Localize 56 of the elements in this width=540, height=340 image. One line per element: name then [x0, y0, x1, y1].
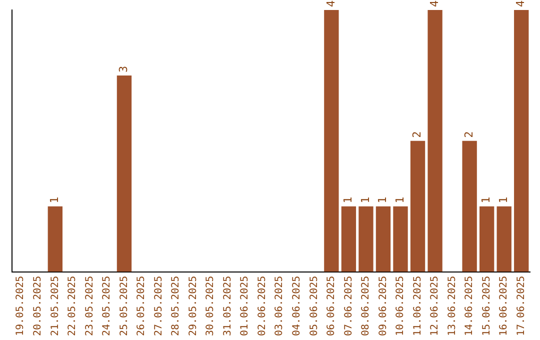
- x-tick-label: 24.05.2025: [102, 276, 113, 336]
- data-label: 4: [324, 0, 338, 7]
- bar: [358, 206, 374, 272]
- bar: [48, 206, 63, 272]
- bar: [496, 206, 512, 272]
- data-label: 4: [514, 0, 528, 7]
- x-tick-label: 12.06.2025: [430, 276, 441, 336]
- x-tick-label: 30.05.2025: [205, 276, 216, 336]
- x-tick-label: 23.05.2025: [84, 276, 96, 336]
- x-tick-label: 28.05.2025: [170, 276, 182, 336]
- data-label: 1: [342, 196, 355, 204]
- x-tick-label: 21.05.2025: [50, 276, 61, 336]
- x-tick-label: 07.06.2025: [343, 276, 354, 336]
- x-tick-label: 11.06.2025: [412, 276, 424, 336]
- x-tick-label: 01.06.2025: [240, 276, 251, 336]
- x-tick-label: 31.05.2025: [222, 276, 234, 336]
- x-tick-label: 22.05.2025: [67, 276, 78, 336]
- x-tick-label: 16.06.2025: [498, 276, 510, 336]
- bar: [479, 206, 494, 272]
- x-tick-label: 09.06.2025: [378, 276, 389, 336]
- x-tick-label: 14.06.2025: [464, 276, 476, 336]
- x-tick-label: 20.05.2025: [32, 276, 44, 336]
- x-tick-label: 03.06.2025: [274, 276, 286, 336]
- data-label: 1: [393, 196, 406, 204]
- bar: [462, 140, 477, 272]
- x-tick-label: 02.06.2025: [256, 276, 268, 336]
- data-label: 3: [117, 66, 130, 72]
- x-tick-label: 27.05.2025: [153, 276, 164, 336]
- x-tick-label: 26.05.2025: [136, 276, 148, 336]
- bar: [116, 75, 132, 272]
- x-tick-label: 08.06.2025: [360, 276, 372, 336]
- data-label: 2: [462, 131, 476, 138]
- bar: [376, 206, 391, 272]
- x-tick-label: 13.06.2025: [446, 276, 458, 336]
- x-tick-label: 25.05.2025: [118, 276, 130, 336]
- data-label: 4: [428, 0, 441, 7]
- x-tick-label: 10.06.2025: [395, 276, 406, 336]
- bar: [393, 206, 408, 272]
- x-tick-label: 15.06.2025: [481, 276, 492, 336]
- bar: [514, 10, 529, 272]
- data-label: 1: [358, 196, 372, 204]
- bar: [428, 10, 442, 272]
- bar: [410, 140, 426, 272]
- x-tick-label: 05.06.2025: [308, 276, 320, 336]
- data-label: 1: [376, 196, 390, 204]
- x-tick-label: 04.06.2025: [291, 276, 302, 336]
- bar: [324, 10, 339, 272]
- data-label: 2: [410, 131, 424, 138]
- x-tick-label: 19.05.2025: [15, 276, 26, 336]
- data-label: 1: [480, 196, 493, 204]
- data-label: 1: [496, 196, 510, 204]
- data-label: 1: [48, 196, 62, 204]
- bar: [341, 206, 356, 272]
- x-tick-label: 29.05.2025: [188, 276, 199, 336]
- x-tick-label: 06.06.2025: [326, 276, 338, 336]
- x-tick-label: 17.06.2025: [516, 276, 527, 336]
